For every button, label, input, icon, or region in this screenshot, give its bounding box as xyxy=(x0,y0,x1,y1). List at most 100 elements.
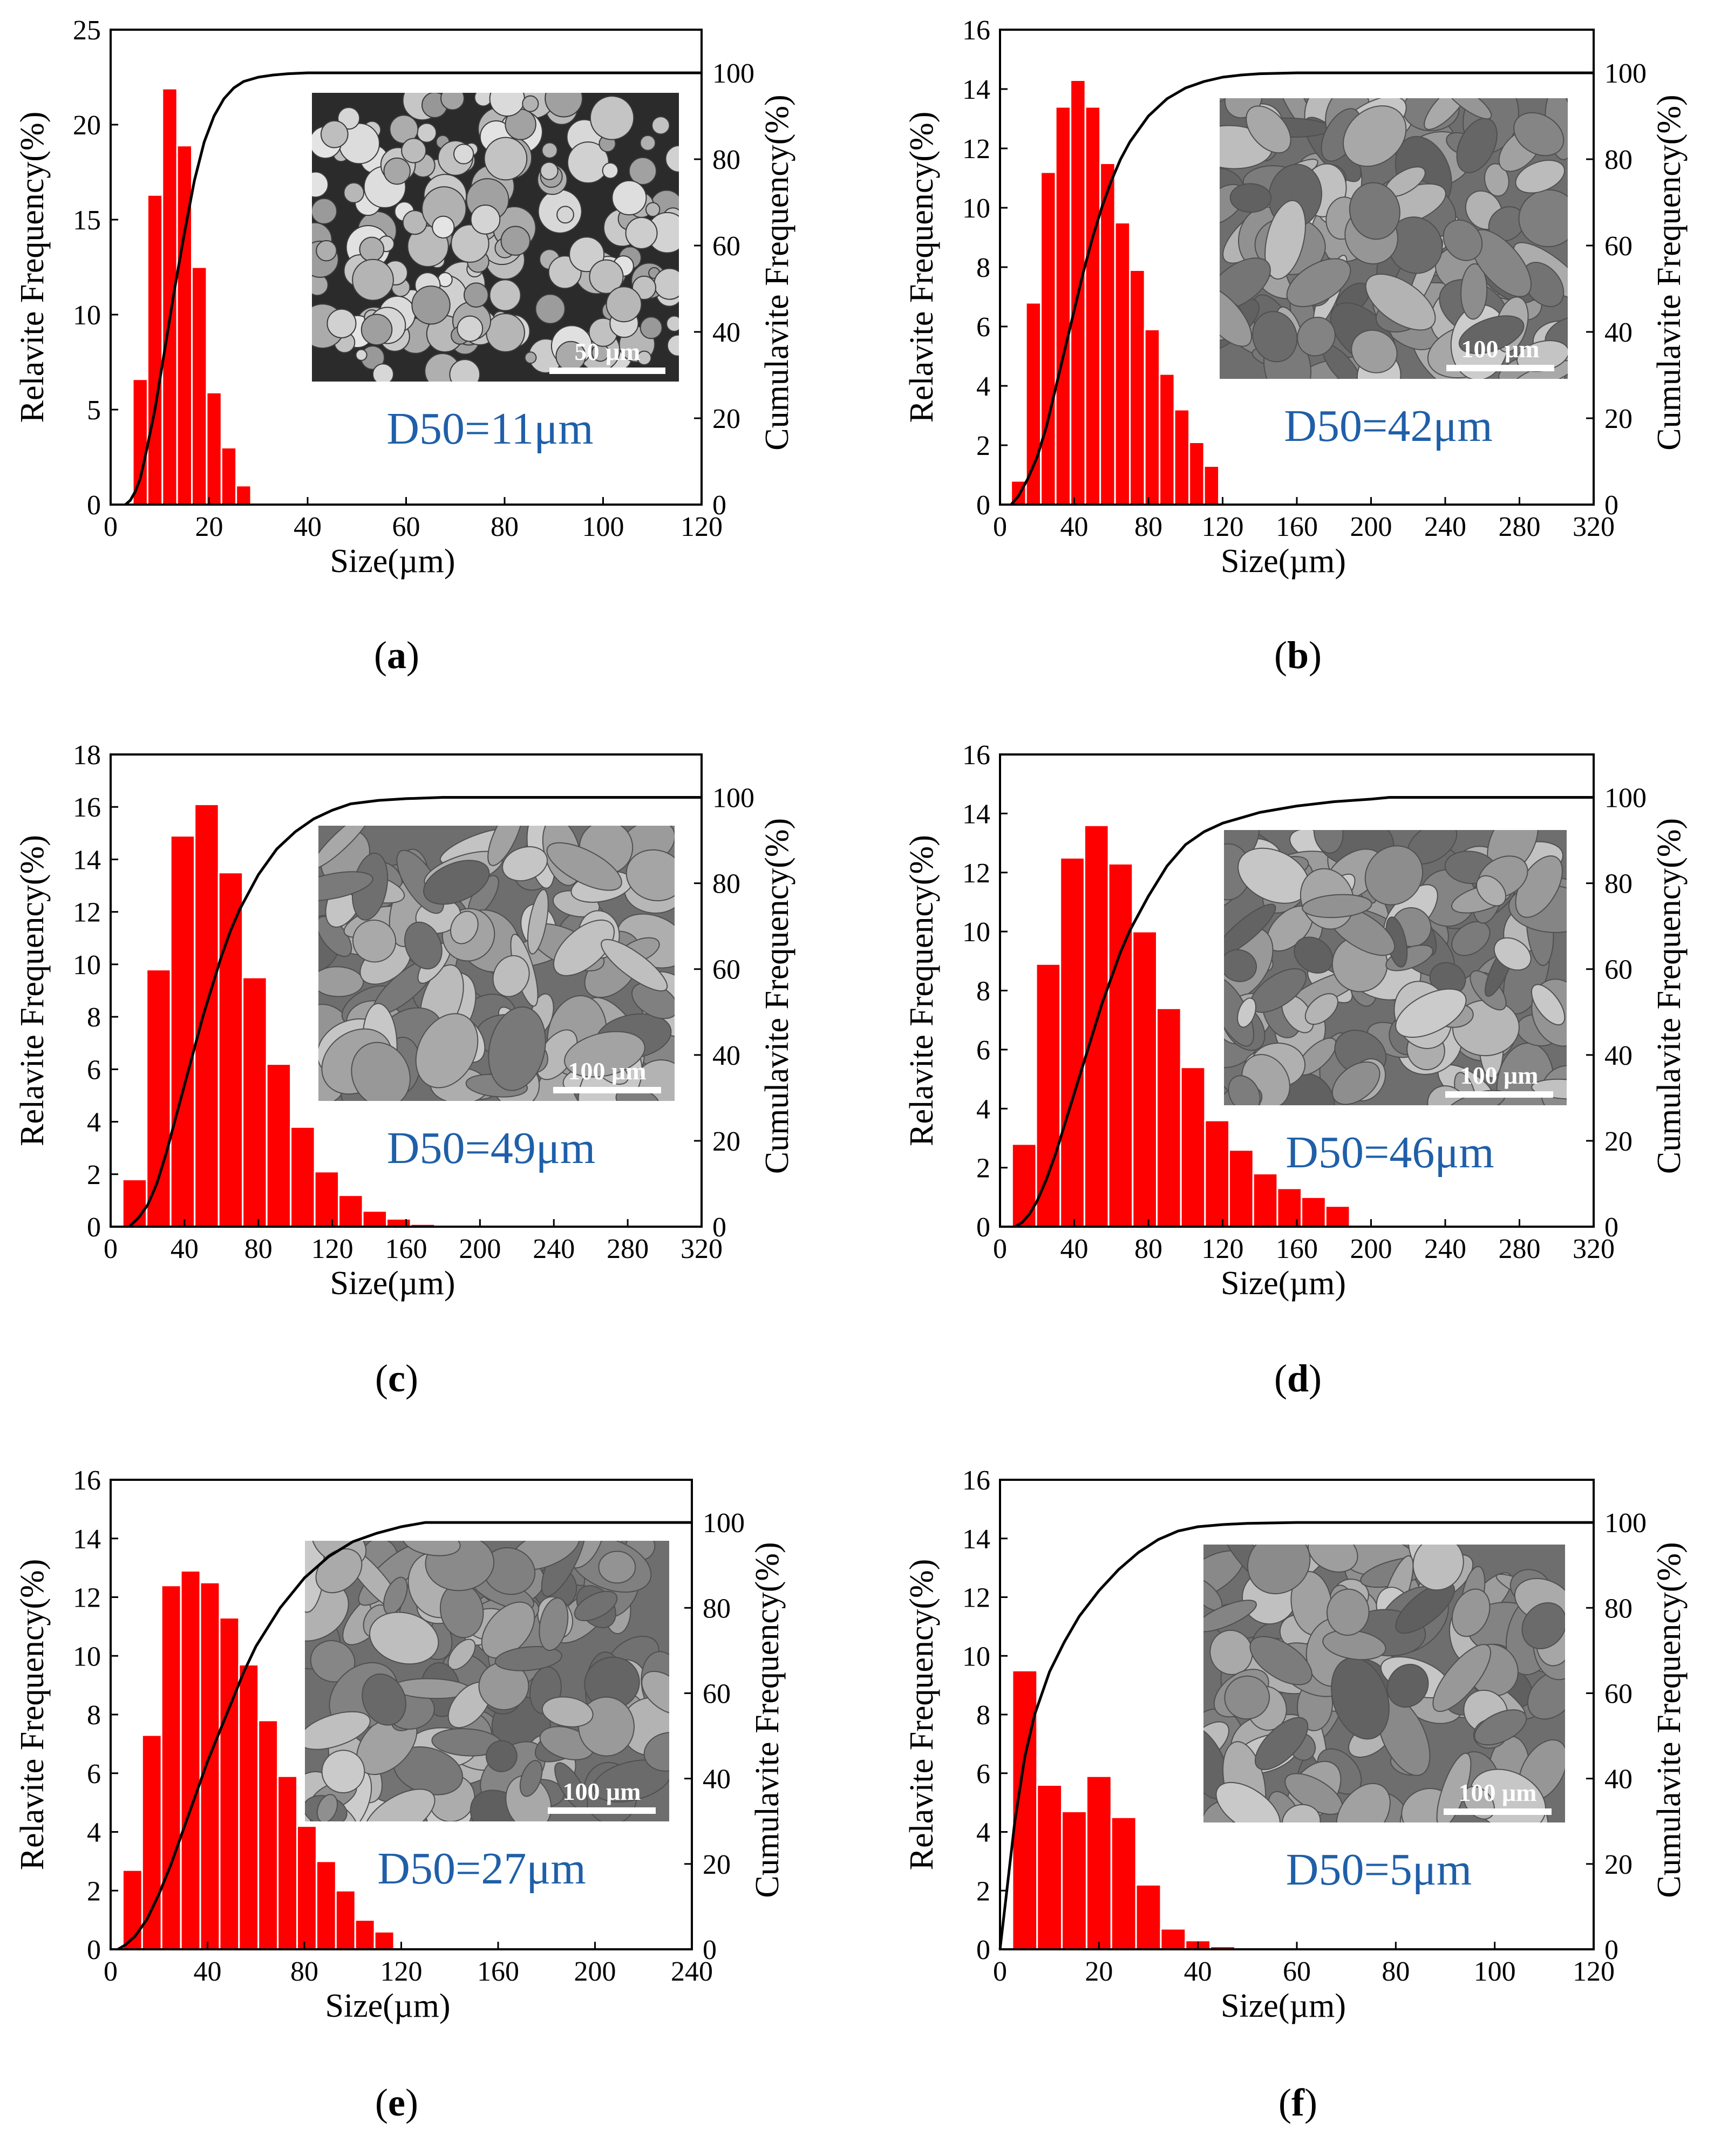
y-tick-label: 2 xyxy=(976,1876,990,1907)
d50-annotation: D50=46μm xyxy=(1286,1127,1494,1178)
y2-tick-label: 100 xyxy=(1604,58,1647,89)
histogram-bar xyxy=(1099,162,1116,506)
y-tick-label: 10 xyxy=(73,300,101,331)
x-tick-label: 120 xyxy=(1202,512,1244,542)
y2-tick-label: 80 xyxy=(1604,145,1633,175)
cumulative-curve xyxy=(1010,71,1594,506)
panel-caption: (c) xyxy=(375,1357,418,1400)
y-tick-label: 12 xyxy=(962,134,990,165)
histogram-bar xyxy=(235,485,252,506)
y-axis-title: Relavite Frequency(%) xyxy=(14,112,51,423)
cumulative-curve xyxy=(128,796,702,1228)
d50-annotation: D50=49μm xyxy=(387,1123,595,1173)
x-tick-label: 280 xyxy=(1499,512,1541,542)
y-tick-label: 10 xyxy=(962,1641,990,1672)
x-tick-label: 0 xyxy=(993,1956,1007,1987)
y-axis-title: Relavite Frequency(%) xyxy=(903,1559,940,1871)
x-tick-label: 40 xyxy=(171,1234,199,1264)
y-tick-label: 6 xyxy=(976,1759,990,1790)
x-tick-label: 60 xyxy=(392,512,420,542)
y-tick-label: 12 xyxy=(962,858,990,889)
y2-axis-title: Cumulavite Frequency(%) xyxy=(749,1542,786,1897)
caption-letter: e xyxy=(388,2081,405,2124)
histogram-bar xyxy=(1301,1196,1327,1228)
histogram-bar xyxy=(1228,1149,1254,1228)
y-tick-label: 4 xyxy=(976,1094,990,1125)
y2-axis-title: Cumulavite Frequency(%) xyxy=(759,818,795,1174)
y2-tick-label: 100 xyxy=(712,58,754,89)
caption-letter: d xyxy=(1287,1357,1309,1400)
histogram-bar xyxy=(277,1775,298,1950)
y-tick-label: 0 xyxy=(976,1212,990,1243)
histogram-bar xyxy=(1035,963,1062,1228)
histogram-bar xyxy=(1061,1810,1087,1950)
histogram-bar xyxy=(1276,1187,1303,1228)
x-tick-label: 0 xyxy=(993,512,1007,542)
panel-caption: (d) xyxy=(1274,1357,1322,1400)
histogram-bar xyxy=(1144,329,1161,506)
y-tick-label: 10 xyxy=(73,950,101,981)
x-tick-label: 80 xyxy=(1382,1956,1410,1987)
x-axis-title: Size(µm) xyxy=(1221,1265,1346,1302)
x-tick-label: 100 xyxy=(1474,1956,1516,1987)
histogram-bar xyxy=(354,1919,376,1950)
y2-tick-label: 80 xyxy=(712,145,740,175)
chart-panel-e: 100 μm0 40 80 120 160 200 24002468101214160204… xyxy=(14,1465,786,2124)
y-tick-label: 2 xyxy=(976,1153,990,1184)
sem-inset-image: 100 μm xyxy=(305,1541,669,1821)
y-axis-title: Relavite Frequency(%) xyxy=(14,1559,51,1871)
histogram-bar xyxy=(146,969,172,1228)
y2-tick-label: 60 xyxy=(1604,1678,1633,1709)
x-tick-label: 200 xyxy=(574,1956,616,1987)
y-tick-label: 14 xyxy=(73,845,101,875)
x-tick-label: 320 xyxy=(1573,1234,1615,1264)
y2-tick-label: 0 xyxy=(1604,490,1618,521)
x-tick-label: 120 xyxy=(681,512,723,542)
cumulative-curve xyxy=(1014,796,1594,1228)
x-tick-label: 320 xyxy=(681,1234,723,1264)
y-tick-label: 14 xyxy=(73,1524,101,1555)
caption-letter: a xyxy=(387,634,406,677)
x-tick-label: 0 xyxy=(104,1956,118,1987)
histogram-bar xyxy=(146,194,164,506)
y-tick-label: 16 xyxy=(73,792,101,823)
scale-bar xyxy=(553,1087,661,1093)
y-tick-label: 20 xyxy=(73,110,101,141)
y2-tick-label: 60 xyxy=(1604,231,1633,262)
y-tick-label: 18 xyxy=(73,740,101,771)
scale-bar-label: 100 μm xyxy=(1459,1779,1537,1806)
sem-inset-image: 100 μm xyxy=(1224,830,1567,1105)
scale-bar xyxy=(548,1807,656,1814)
y2-axis-title: Cumulavite Frequency(%) xyxy=(759,94,795,450)
x-axis-title: Size(µm) xyxy=(330,1265,455,1302)
histogram-bar xyxy=(314,1171,340,1228)
histogram-bar xyxy=(1252,1173,1278,1228)
y-tick-label: 12 xyxy=(962,1583,990,1614)
y-tick-label: 8 xyxy=(976,1700,990,1731)
x-tick-label: 0 xyxy=(104,1234,118,1264)
y-tick-label: 4 xyxy=(976,1818,990,1848)
x-tick-label: 160 xyxy=(385,1234,427,1264)
histogram-bar xyxy=(373,1930,395,1950)
histogram-bar xyxy=(1159,373,1175,506)
y2-tick-label: 20 xyxy=(1604,404,1633,434)
histogram-bar xyxy=(1055,106,1072,506)
y2-tick-label: 80 xyxy=(1604,869,1633,900)
x-tick-label: 40 xyxy=(194,1956,222,1987)
x-tick-label: 160 xyxy=(1276,1234,1318,1264)
x-tick-label: 240 xyxy=(1424,512,1466,542)
y-tick-label: 2 xyxy=(976,431,990,461)
histogram-bar xyxy=(1203,465,1220,506)
x-tick-label: 100 xyxy=(582,512,624,542)
y2-tick-label: 20 xyxy=(1604,1126,1633,1157)
histogram-bar xyxy=(1132,930,1158,1228)
histogram-bar xyxy=(121,1179,148,1228)
y-tick-label: 4 xyxy=(976,371,990,402)
y2-tick-label: 0 xyxy=(712,1212,726,1243)
y-tick-label: 12 xyxy=(73,1583,101,1614)
scale-bar-label: 100 μm xyxy=(1460,1062,1539,1089)
y2-tick-label: 60 xyxy=(703,1678,731,1709)
caption-letter: b xyxy=(1287,634,1309,677)
y-tick-label: 5 xyxy=(87,395,101,426)
